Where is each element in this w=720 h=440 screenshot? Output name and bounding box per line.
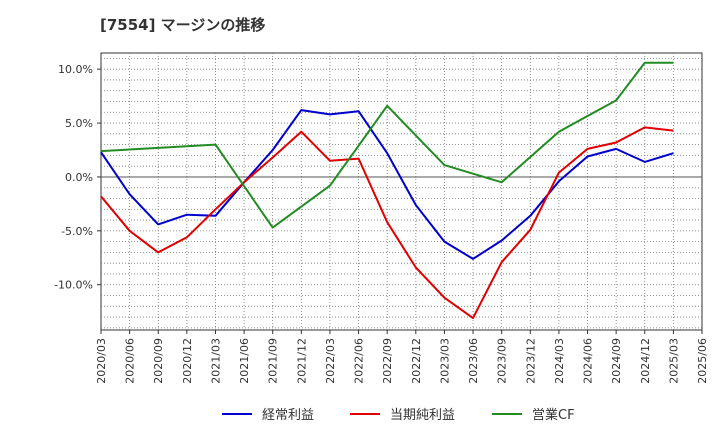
legend-label-2: 当期純利益	[390, 408, 455, 423]
axes: 10.0% 5.0% 0.0% -5.0% -10.0% 2020/03 2020/06 20…	[54, 63, 709, 384]
series-line-1	[100, 109, 674, 260]
x-tick-label: 2021/12	[295, 338, 308, 384]
y-tick-label: 0.0%	[65, 171, 93, 184]
x-tick-label: 2020/06	[124, 338, 137, 384]
chart-title: [7554] マージンの推移	[100, 16, 266, 34]
x-tick-label: 2025/03	[667, 338, 680, 384]
legend: 経常利益 当期純利益 営業CF	[222, 407, 575, 423]
x-tick-label: 2024/03	[553, 338, 566, 384]
y-tick-label: -5.0%	[61, 225, 93, 238]
x-tick-label: 2024/09	[610, 338, 623, 384]
x-tick-label: 2020/03	[95, 338, 108, 384]
x-tick-label: 2022/12	[410, 338, 423, 384]
x-tick-label: 2020/09	[152, 338, 165, 384]
x-tick-label: 2022/03	[324, 338, 337, 384]
x-tick-label: 2025/06	[696, 338, 709, 384]
grid	[100, 52, 703, 331]
legend-label-3: 営業CF	[532, 407, 575, 423]
x-tick-label: 2023/06	[467, 338, 480, 384]
series-lines	[100, 61, 674, 320]
x-tick-label: 2021/09	[267, 338, 280, 384]
x-tick-label: 2020/12	[181, 338, 194, 384]
x-tick-label: 2021/03	[209, 338, 222, 384]
x-tick-label: 2022/09	[381, 338, 394, 384]
plot-frame	[100, 52, 703, 331]
x-tick-label: 2024/06	[582, 338, 595, 384]
y-tick-label: -10.0%	[54, 279, 93, 292]
x-tick-label: 2021/06	[238, 338, 251, 384]
series-line-3	[100, 61, 674, 229]
x-tick-label: 2023/09	[496, 338, 509, 384]
series-line-2	[100, 126, 674, 320]
legend-label-1: 経常利益	[262, 408, 314, 423]
y-tick-label: 10.0%	[58, 63, 93, 76]
x-tick-label: 2023/12	[524, 338, 537, 384]
x-tick-label: 2022/06	[353, 338, 366, 384]
y-tick-label: 5.0%	[65, 117, 93, 130]
x-tick-label: 2024/12	[639, 338, 652, 384]
x-tick-label: 2023/03	[438, 338, 451, 384]
